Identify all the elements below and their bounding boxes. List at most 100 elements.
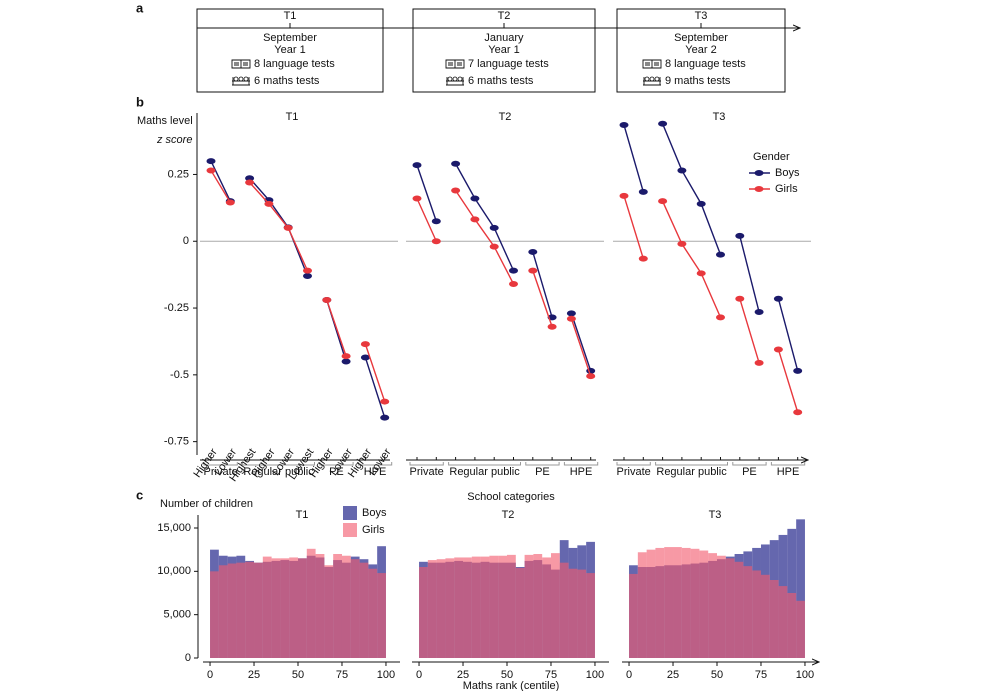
point [206,167,216,174]
histogram-bar [454,557,464,658]
y-tick-label: 10,000 [157,565,191,577]
facet-title: T3 [709,509,722,521]
point [658,120,668,127]
histogram-bar [664,547,674,658]
point [696,270,706,277]
panel-label: a [136,0,144,15]
legend-swatch [343,506,357,520]
histogram-bar [699,550,709,658]
x-tick-label: 50 [711,669,723,681]
series-line [210,170,231,203]
book-icon [642,59,662,69]
x-tick-label: 75 [755,669,767,681]
point [380,398,390,405]
timeline-date: September [674,32,728,44]
x-tick-label: 25 [667,669,679,681]
legend-marker [754,170,764,176]
histogram-bar [717,555,726,658]
test-count: 6 maths tests [254,75,320,87]
point [566,310,576,317]
x-tick-label: 25 [457,669,469,681]
x-tick-label: 0 [207,669,213,681]
group-bracket [409,462,444,466]
histogram-bar [350,559,360,658]
point [696,200,706,207]
abacus-bead [644,76,650,82]
series-line [416,198,437,242]
abacus-icon [232,77,250,86]
abacus-bead [452,76,458,82]
point [451,160,461,167]
point [303,267,312,274]
abacus-bead [649,76,655,82]
group-bracket [357,462,393,466]
test-count: 6 maths tests [468,75,534,87]
group-bracket [732,462,767,466]
point [341,358,351,365]
point [773,295,783,302]
point [206,158,216,165]
point [793,409,803,416]
group-label: Private [410,466,444,478]
group-label: PE [742,466,757,478]
histogram-bar [637,552,647,658]
point [489,243,499,250]
point [245,179,255,186]
point [754,359,764,366]
histogram-bar [324,565,334,658]
point [716,314,725,321]
group-bracket [203,462,238,466]
point [735,295,745,302]
timeline-box [412,8,596,93]
point [638,255,648,262]
point [341,353,351,360]
point [412,195,422,202]
y-tick-label: -0.5 [170,369,189,381]
x-tick-label: 100 [377,669,395,681]
legend-label: Boys [775,167,800,179]
series-line [777,298,799,372]
point [566,315,576,322]
group-label: HPE [777,466,800,478]
book-icon [231,59,251,69]
histogram-bar [489,555,499,658]
histogram-bar [341,555,351,658]
histogram-bar [218,565,228,658]
histogram-bar [427,560,437,658]
point [658,198,668,205]
point [360,354,370,361]
group-label: PE [535,466,550,478]
x-tick-label: 50 [292,669,304,681]
timeline-label: T2 [498,10,511,22]
abacus-bead [654,76,660,82]
point [303,272,312,279]
y-tick-label: 5,000 [163,609,191,621]
series-line [739,298,760,364]
series-line [326,299,347,357]
point [528,248,538,255]
point [638,188,648,195]
histogram-bar [262,556,272,658]
histogram-bar [743,566,753,658]
histogram-bar [507,554,516,658]
histogram-bar [533,554,543,658]
timeline-date: Year 1 [274,44,305,56]
series-line [623,124,644,193]
abacus-bead [243,76,249,82]
abacus-icon [446,77,464,86]
y-tick-label: -0.75 [164,436,189,448]
point [264,200,274,207]
timeline-date: Year 2 [685,44,716,56]
histogram-bar [542,557,551,658]
panel-label: b [136,94,144,109]
abacus-bead [238,76,244,82]
timeline-box [616,8,786,93]
book-icon [445,59,465,69]
series-line [623,195,644,259]
histogram-bar [752,570,761,658]
group-label: PE [329,466,344,478]
facet-title: T2 [502,509,515,521]
series-line [570,318,592,377]
x-tick-label: 100 [586,669,604,681]
